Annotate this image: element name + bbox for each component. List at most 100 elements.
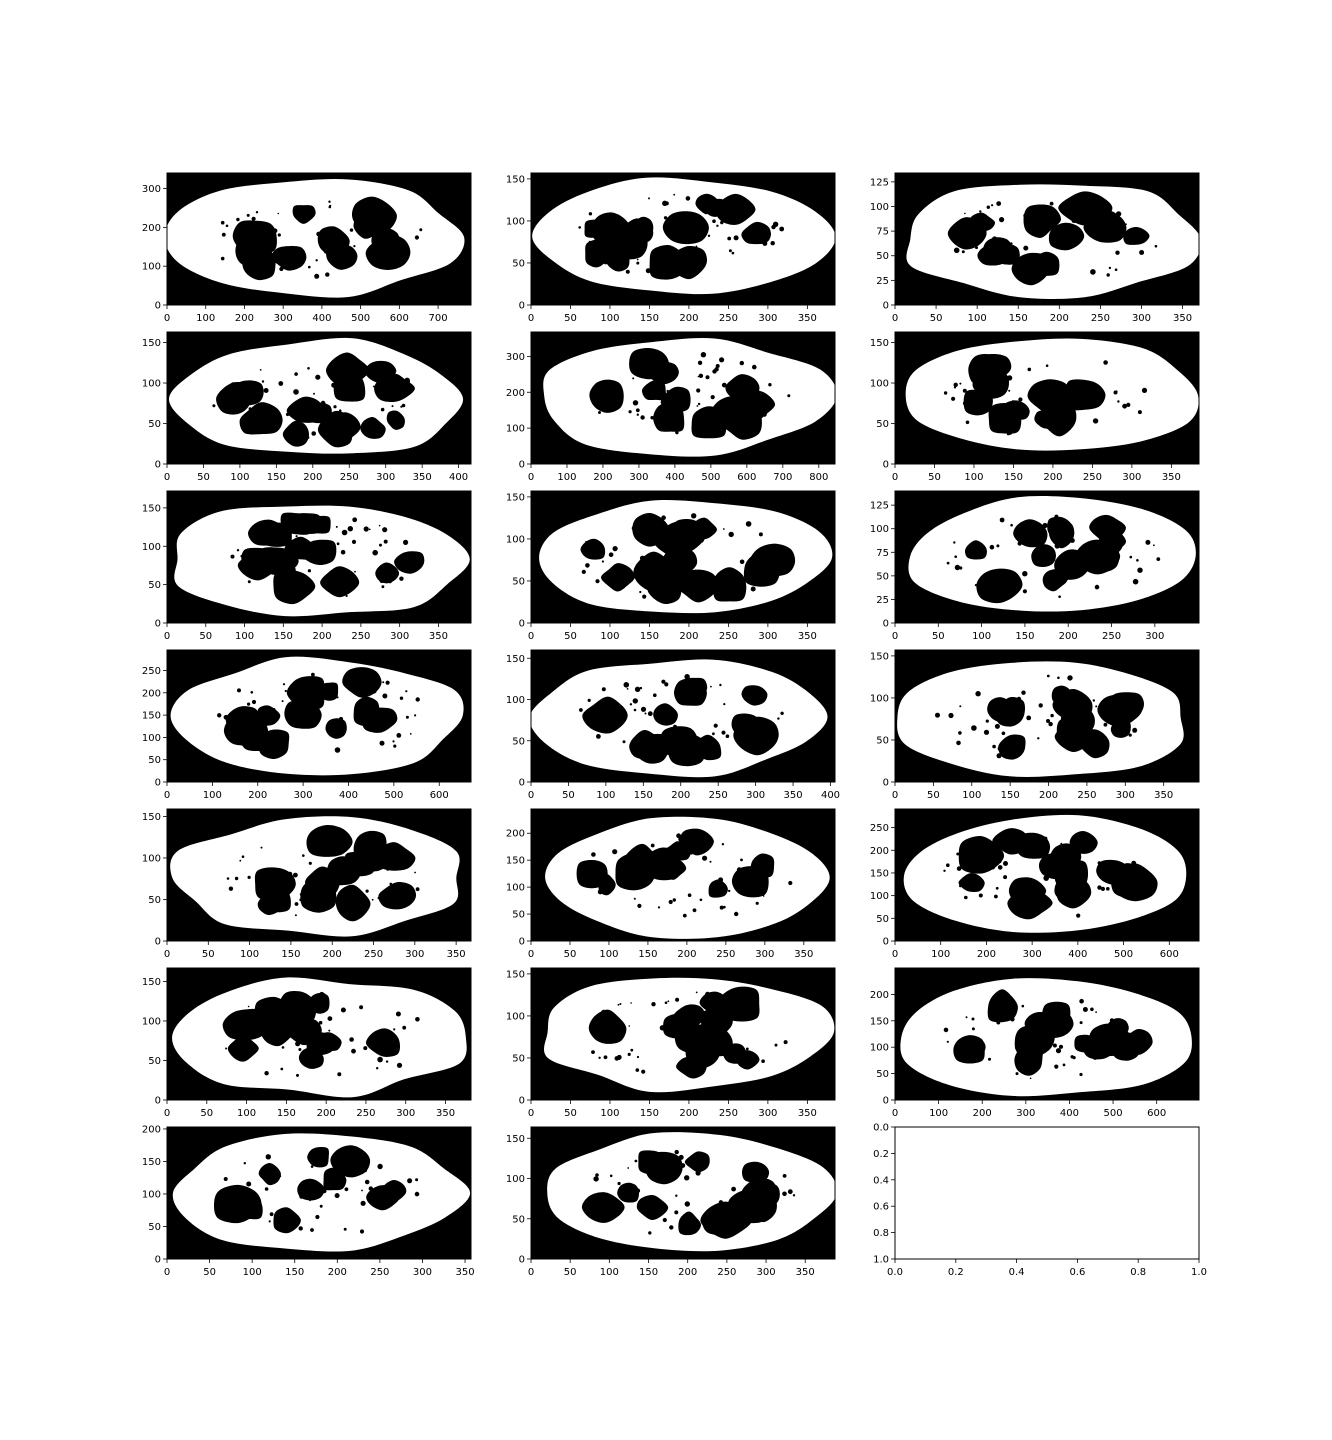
x-tick-label: 300 [757, 1267, 776, 1278]
x-tick-label: 250 [1077, 790, 1096, 801]
y-tick-label: 50 [512, 1214, 525, 1225]
speckle-mark [953, 382, 958, 387]
speckle-mark [392, 853, 399, 859]
x-tick-label: 300 [396, 1108, 415, 1119]
speckle-mark [622, 740, 626, 744]
spot-mark [365, 233, 411, 270]
speckle-mark [399, 576, 404, 581]
speckle-mark [1011, 400, 1015, 403]
speckle-mark [946, 1040, 949, 1043]
speckle-mark [223, 714, 229, 720]
x-tick-label: 150 [285, 1267, 304, 1278]
speckle-mark [1076, 913, 1081, 918]
speckle-mark [696, 405, 699, 407]
speckle-mark [607, 718, 613, 724]
speckle-mark [409, 733, 412, 735]
speckle-mark [272, 228, 278, 234]
y-tick-label: 50 [512, 910, 525, 921]
x-tick-label: 300 [1132, 313, 1151, 324]
x-tick-label: 100 [203, 790, 222, 801]
speckle-mark [631, 525, 637, 531]
speckle-mark [238, 718, 244, 724]
speckle-mark [339, 1163, 345, 1169]
subplot-1: 0 100 200 300 400 500 600 700 0 100 200 300 [142, 172, 472, 324]
x-tick-label: 100 [931, 949, 950, 960]
spot-mark [695, 193, 720, 215]
speckle-mark [591, 852, 596, 857]
speckle-mark [641, 1156, 643, 1159]
x-tick-label: 50 [928, 472, 941, 483]
speckle-mark [688, 1008, 693, 1013]
spot-mark [741, 1161, 770, 1183]
spot-mark [713, 567, 747, 602]
speckle-mark [308, 861, 312, 865]
speckle-mark [1126, 402, 1131, 407]
x-tick-label: 200 [1050, 313, 1069, 324]
speckle-mark [1137, 567, 1143, 573]
speckle-mark [384, 239, 387, 242]
y-tick-label: 0.4 [873, 1175, 889, 1186]
spot-mark [247, 519, 287, 546]
y-tick-label: 250 [870, 823, 889, 834]
speckle-mark [662, 1217, 667, 1223]
speckle-mark [1036, 1015, 1042, 1021]
x-tick-label: 150 [277, 1108, 296, 1119]
speckle-mark [755, 562, 759, 566]
speckle-mark [739, 559, 745, 565]
y-tick-label: 50 [876, 251, 889, 262]
speckle-mark [675, 430, 679, 435]
spot-mark [306, 824, 353, 857]
speckle-mark [315, 1214, 320, 1220]
speckle-mark [267, 890, 272, 894]
spot-mark [725, 374, 760, 400]
speckle-mark [258, 727, 262, 731]
speckle-mark [291, 1013, 296, 1017]
speckle-mark [745, 521, 752, 527]
speckle-mark [333, 843, 337, 846]
speckle-mark [311, 672, 315, 677]
y-tick-label: 100 [142, 733, 161, 744]
speckle-mark [363, 1046, 368, 1051]
x-tick-label: 100 [929, 1108, 948, 1119]
x-tick-label: 100 [237, 1108, 256, 1119]
speckle-mark [593, 1176, 599, 1182]
speckle-mark [614, 564, 617, 567]
speckle-mark [392, 740, 395, 743]
speckle-mark [364, 849, 368, 853]
axes-frame [894, 808, 1200, 942]
x-tick-label: 0 [164, 1108, 170, 1119]
speckle-mark [1082, 211, 1086, 215]
x-tick-label: 100 [972, 631, 991, 642]
speckle-mark [351, 539, 357, 545]
spot-mark [976, 568, 1023, 604]
speckle-mark [687, 893, 692, 897]
speckle-mark [405, 853, 408, 857]
speckle-mark [586, 247, 589, 250]
y-tick-label: 25 [876, 595, 889, 606]
speckle-mark [1078, 890, 1082, 894]
speckle-mark [377, 897, 380, 900]
speckle-mark [954, 555, 957, 558]
x-tick-label: 600 [430, 790, 449, 801]
speckle-mark [625, 269, 630, 274]
y-tick-label: 0.6 [873, 1202, 889, 1213]
speckle-mark [951, 396, 956, 401]
axes-frame [166, 331, 472, 465]
speckle-mark [628, 410, 632, 414]
speckle-mark [250, 259, 256, 265]
speckle-mark [985, 719, 989, 723]
speckle-mark [252, 267, 258, 273]
x-tick-label: 250 [351, 631, 370, 642]
speckle-mark [596, 734, 601, 739]
speckle-mark [1010, 523, 1013, 527]
speckle-mark [1071, 217, 1077, 223]
speckle-mark [598, 1056, 601, 1060]
speckle-mark [783, 1040, 788, 1045]
speckle-mark [285, 412, 290, 417]
speckle-mark [250, 691, 254, 694]
speckle-mark [654, 1164, 657, 1166]
speckle-mark [636, 1055, 640, 1059]
y-tick-label: 150 [870, 1016, 889, 1027]
subplot-15: 0 100 200 300 400 500 600 0 50 100 150 200 250 [870, 808, 1200, 960]
speckle-mark [287, 871, 293, 877]
